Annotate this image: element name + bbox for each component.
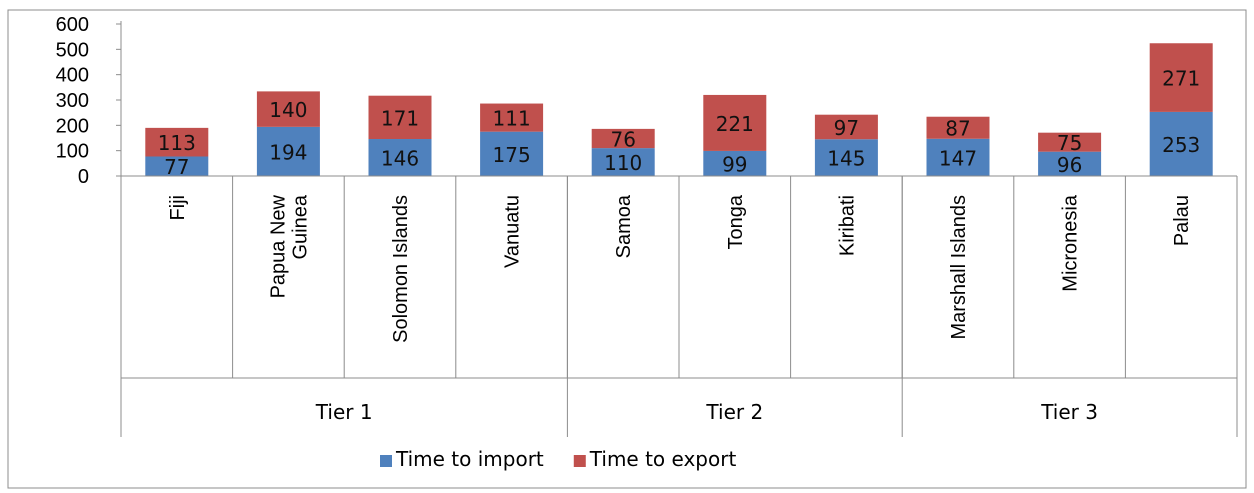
category-label-line: Micronesia [1060, 194, 1082, 292]
data-label: 110 [604, 151, 642, 175]
bar-import [703, 150, 767, 176]
bar-import [814, 139, 878, 176]
data-label: 147 [939, 146, 977, 170]
category-label-line: Vanuatu [502, 195, 524, 268]
data-label: 76 [610, 128, 635, 152]
data-label: 111 [493, 107, 531, 131]
category-label: Marshall Islands [948, 195, 970, 340]
data-label: 171 [381, 106, 419, 130]
bar-import [926, 138, 990, 176]
bar-import [1149, 111, 1213, 176]
bar-export [480, 103, 544, 132]
data-label: 221 [716, 112, 754, 136]
y-tick-label: 100 [56, 141, 89, 163]
bar-export [926, 116, 990, 139]
bar-export [145, 127, 209, 157]
category-label-line: Papua New [267, 194, 289, 298]
bar-import [480, 131, 544, 176]
category-label-line: Tonga [725, 194, 747, 249]
bar-import [368, 139, 432, 176]
chart-border [7, 9, 1247, 489]
data-label: 146 [381, 147, 419, 171]
legend-label: Time to import [395, 447, 544, 471]
category-label: Vanuatu [502, 195, 524, 268]
legend: Time to import Time to export [380, 447, 736, 471]
x-axis: Fiji Papua NewGuinea Solomon Islands Vanuat… [120, 175, 1238, 437]
category-label: Solomon Islands [390, 195, 412, 343]
y-tick-label: 300 [56, 90, 89, 112]
category-label-line: Palau [1171, 195, 1193, 246]
data-label: 140 [269, 98, 307, 122]
bar-export [1149, 43, 1213, 112]
category-label: Fiji [167, 195, 189, 221]
data-label: 194 [269, 140, 307, 164]
bar-export [703, 94, 767, 151]
category-label-line: Solomon Islands [390, 195, 412, 343]
legend-label: Time to export [589, 447, 737, 471]
data-label: 175 [493, 143, 531, 167]
category-label-line: Kiribati [836, 195, 858, 256]
group-label: Tier 3 [1040, 400, 1098, 424]
data-label: 77 [164, 155, 189, 179]
bar-import [256, 126, 320, 176]
bar-export [814, 114, 878, 140]
category-label: Papua NewGuinea [267, 194, 311, 298]
bar-import [145, 156, 209, 176]
y-tick-label: 600 [56, 14, 89, 36]
category-label: Tonga [725, 194, 747, 249]
category-label: Palau [1171, 195, 1193, 246]
bar-export [256, 91, 320, 127]
category-label-line: Fiji [167, 195, 189, 221]
y-tick-label: 200 [56, 115, 89, 137]
legend-swatch [573, 455, 586, 467]
bar-export [1038, 132, 1102, 152]
bar-import [591, 148, 655, 176]
y-tick-label: 0 [78, 166, 89, 188]
data-label: 145 [827, 147, 865, 171]
bar-import [1038, 151, 1102, 176]
group-label: Tier 1 [315, 400, 373, 424]
data-label: 271 [1162, 67, 1200, 91]
bar-export [591, 128, 655, 149]
data-label: 113 [158, 131, 196, 155]
data-label: 97 [834, 116, 859, 140]
data-label: 96 [1057, 153, 1082, 177]
legend-swatch [380, 455, 392, 467]
category-label: Kiribati [836, 195, 858, 256]
group-label: Tier 2 [705, 400, 763, 424]
y-tick-label: 500 [56, 39, 89, 61]
category-label-line: Marshall Islands [948, 195, 970, 340]
category-label-line: Guinea [289, 194, 311, 259]
category-label: Micronesia [1060, 194, 1082, 292]
data-label: 75 [1057, 131, 1082, 155]
y-tick-label: 400 [56, 65, 89, 87]
category-label-line: Samoa [613, 194, 635, 258]
y-axis: 0 100 200 300 400 500 600 [56, 14, 122, 188]
bar-export [368, 95, 432, 140]
data-label: 253 [1162, 133, 1200, 157]
category-label: Samoa [613, 194, 635, 258]
data-label: 99 [722, 152, 747, 176]
data-label: 87 [945, 117, 970, 141]
